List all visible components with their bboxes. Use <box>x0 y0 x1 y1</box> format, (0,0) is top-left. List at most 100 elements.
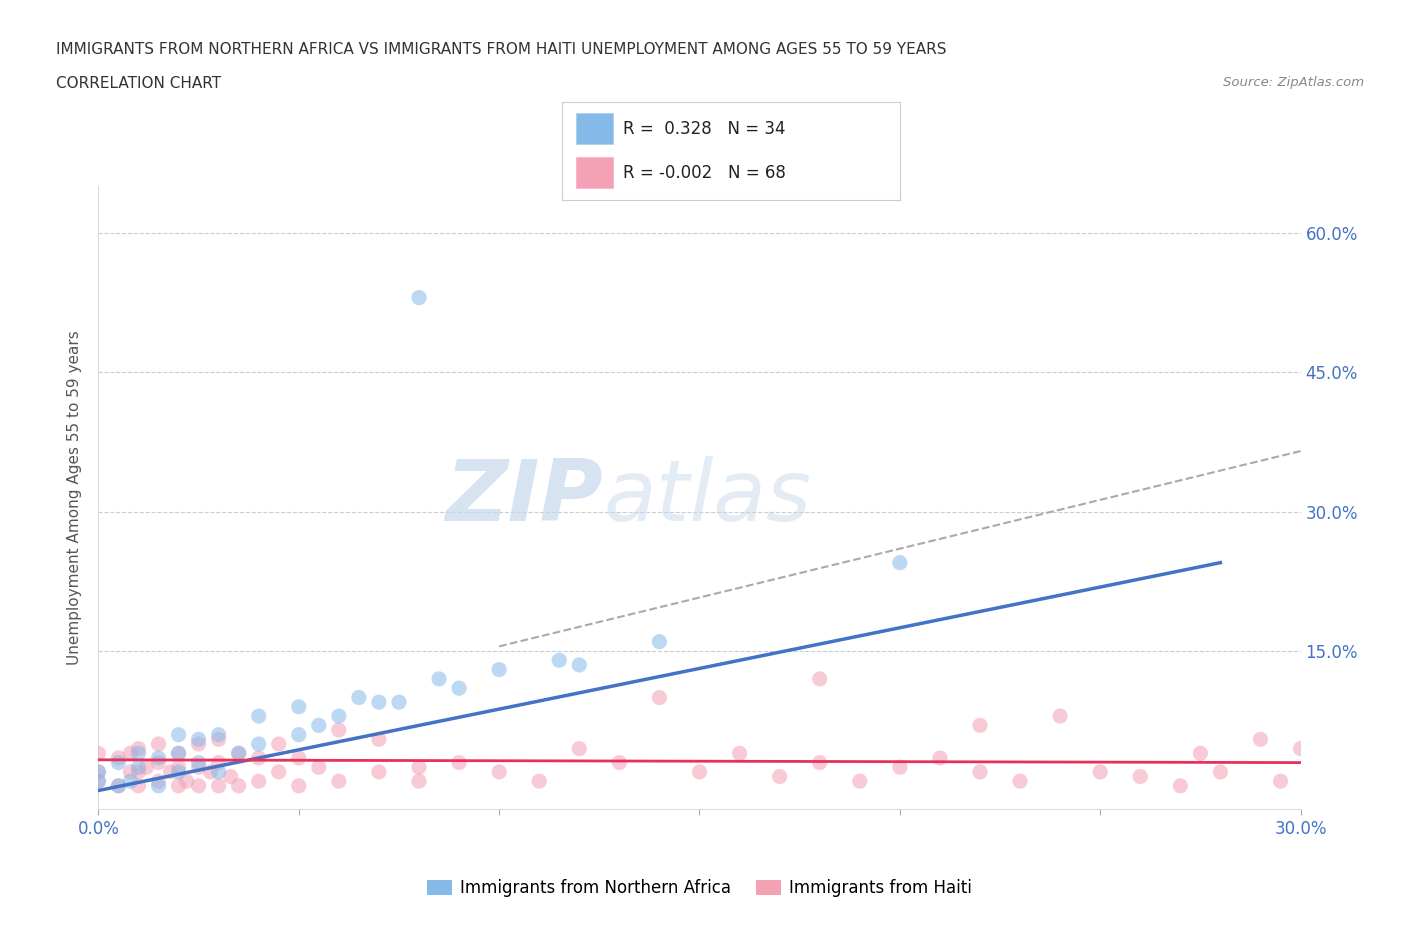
Point <box>267 764 290 779</box>
Point <box>120 764 142 779</box>
Point <box>187 760 209 775</box>
Point <box>388 695 411 710</box>
Point <box>87 774 110 789</box>
Text: atlas: atlas <box>603 456 811 539</box>
Point <box>247 774 270 789</box>
Point <box>148 751 170 765</box>
Point <box>128 764 150 779</box>
Point <box>87 746 110 761</box>
Point <box>159 764 181 779</box>
Point <box>247 751 270 765</box>
Point <box>200 764 222 779</box>
Point <box>1250 732 1272 747</box>
Point <box>328 774 350 789</box>
Point <box>1010 774 1032 789</box>
Point <box>689 764 711 779</box>
Point <box>128 760 150 775</box>
Point <box>568 741 591 756</box>
Point <box>328 723 350 737</box>
Point <box>228 746 250 761</box>
Point <box>1170 778 1192 793</box>
Point <box>208 764 231 779</box>
Point <box>208 727 231 742</box>
Point <box>208 755 231 770</box>
Text: CORRELATION CHART: CORRELATION CHART <box>56 76 221 91</box>
Point <box>889 555 911 570</box>
Point <box>87 764 110 779</box>
Point <box>447 755 470 770</box>
Point <box>1289 741 1312 756</box>
Point <box>368 764 391 779</box>
Point <box>167 778 190 793</box>
Point <box>167 764 190 779</box>
Point <box>228 746 250 761</box>
Point <box>87 764 110 779</box>
Point <box>176 774 198 789</box>
Text: R =  0.328   N = 34: R = 0.328 N = 34 <box>623 120 786 138</box>
Point <box>929 751 952 765</box>
Text: IMMIGRANTS FROM NORTHERN AFRICA VS IMMIGRANTS FROM HAITI UNEMPLOYMENT AMONG AGES: IMMIGRANTS FROM NORTHERN AFRICA VS IMMIG… <box>56 42 946 57</box>
Text: ZIP: ZIP <box>446 456 603 539</box>
FancyBboxPatch shape <box>576 113 613 144</box>
Point <box>288 751 311 765</box>
Point <box>1088 764 1111 779</box>
Point <box>969 764 991 779</box>
Point <box>1209 764 1232 779</box>
Point <box>1049 709 1071 724</box>
Point <box>107 778 129 793</box>
Point <box>148 778 170 793</box>
Point <box>228 778 250 793</box>
Point <box>107 778 129 793</box>
Point <box>408 290 430 305</box>
Point <box>208 732 231 747</box>
Point <box>187 732 209 747</box>
Point <box>107 751 129 765</box>
Point <box>87 774 110 789</box>
Point <box>128 741 150 756</box>
Point <box>167 760 190 775</box>
Point <box>769 769 792 784</box>
Point <box>648 634 671 649</box>
Point <box>1189 746 1212 761</box>
Point <box>808 671 831 686</box>
Point <box>128 778 150 793</box>
Point <box>247 709 270 724</box>
Point <box>808 755 831 770</box>
Point <box>167 746 190 761</box>
Point <box>347 690 370 705</box>
Point <box>308 760 330 775</box>
Point <box>247 737 270 751</box>
Point <box>609 755 631 770</box>
Text: Source: ZipAtlas.com: Source: ZipAtlas.com <box>1223 76 1364 89</box>
Point <box>408 774 430 789</box>
Point <box>219 769 242 784</box>
Point <box>148 737 170 751</box>
Point <box>969 718 991 733</box>
Point <box>267 737 290 751</box>
Point <box>529 774 551 789</box>
Point <box>548 653 571 668</box>
Point <box>148 774 170 789</box>
FancyBboxPatch shape <box>576 157 613 188</box>
Point <box>128 746 150 761</box>
Point <box>208 778 231 793</box>
Point <box>568 658 591 672</box>
Point <box>648 690 671 705</box>
Point <box>408 760 430 775</box>
Point <box>288 699 311 714</box>
Point <box>167 727 190 742</box>
Point <box>488 662 510 677</box>
Y-axis label: Unemployment Among Ages 55 to 59 years: Unemployment Among Ages 55 to 59 years <box>67 330 83 665</box>
Point <box>1270 774 1292 789</box>
Point <box>849 774 872 789</box>
Point <box>447 681 470 696</box>
Point <box>288 727 311 742</box>
Point <box>135 760 157 775</box>
Point <box>488 764 510 779</box>
Point <box>107 755 129 770</box>
Point <box>427 671 450 686</box>
Point <box>1129 769 1152 784</box>
Point <box>288 778 311 793</box>
Legend: Immigrants from Northern Africa, Immigrants from Haiti: Immigrants from Northern Africa, Immigra… <box>420 872 979 904</box>
Point <box>148 755 170 770</box>
